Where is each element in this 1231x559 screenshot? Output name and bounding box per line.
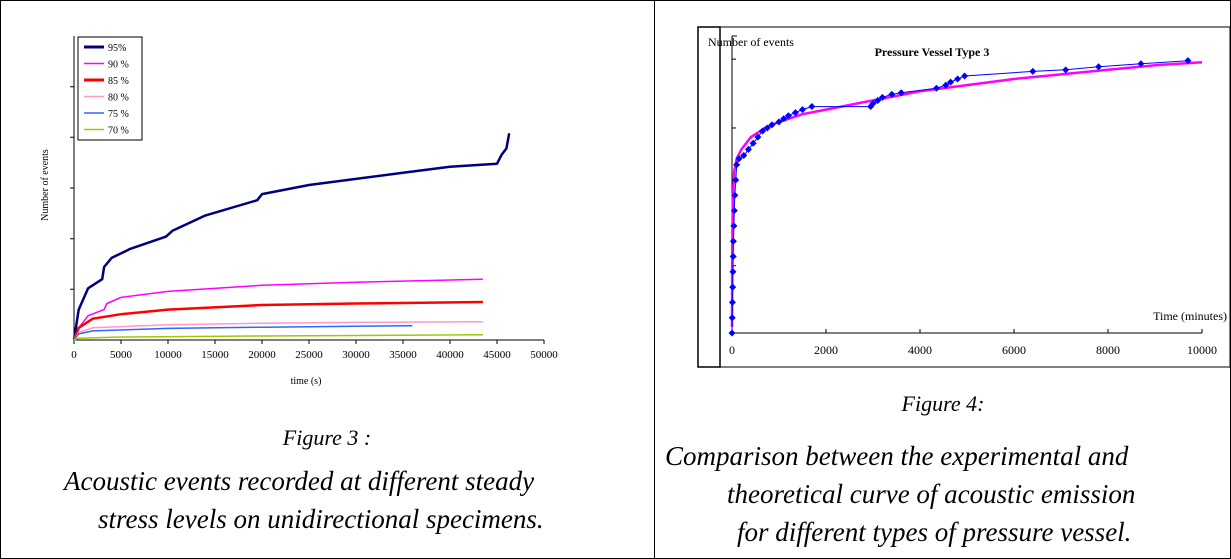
figure-4-chart: Number of events Pressure Vessel Type 3 … [697, 26, 1231, 368]
data-point [729, 283, 737, 291]
legend-label: 70 % [108, 126, 129, 137]
data-point [961, 72, 969, 80]
data-point [1062, 66, 1070, 74]
x-tick-label: 5000 [110, 349, 133, 361]
legend-label: 80 % [108, 93, 129, 104]
x-tick-label: 40000 [436, 349, 464, 361]
data-point [740, 152, 748, 160]
chart-left-bar [697, 26, 721, 368]
data-point [780, 115, 788, 123]
series-line [72, 133, 511, 341]
x-tick-label: 15000 [201, 349, 229, 361]
x-tick-label: 2000 [814, 343, 838, 357]
caption-line: for different types of pressure vessel. [737, 517, 1132, 547]
figure-3-caption: Acoustic events recorded at different st… [64, 462, 544, 538]
data-point [735, 155, 743, 163]
data-point [869, 100, 877, 107]
caption-line: Acoustic events recorded at different st… [64, 466, 535, 496]
legend-label: 75 % [108, 109, 129, 120]
data-point [791, 109, 799, 117]
data-point [784, 112, 792, 120]
x-tick-label: 8000 [1096, 343, 1120, 357]
x-tick-label: 25000 [295, 349, 323, 361]
panel-divider [654, 0, 655, 559]
data-point [1184, 57, 1192, 65]
chart-x-label: Time (minutes) [1153, 309, 1227, 323]
x-tick-label: 4000 [908, 343, 932, 357]
data-point [754, 133, 762, 141]
caption-line: theoretical curve of acoustic emission [727, 479, 1136, 509]
x-tick-label: 10000 [1187, 343, 1217, 357]
chart-y-label: Number of events [40, 149, 51, 221]
x-tick-label: 45000 [483, 349, 511, 361]
x-tick-label: 0 [71, 349, 77, 361]
chart-title: Pressure Vessel Type 3 [875, 45, 990, 59]
data-point [947, 78, 955, 86]
data-point [759, 127, 767, 135]
data-point [731, 191, 739, 199]
data-point [763, 124, 771, 132]
x-tick-label: 20000 [248, 349, 276, 361]
caption-line: stress levels on unidirectional specimen… [98, 504, 544, 534]
data-point [888, 90, 896, 98]
data-point [867, 103, 875, 111]
series-line [73, 321, 483, 341]
legend-label: 85 % [108, 76, 129, 87]
series-line [730, 60, 1203, 327]
series-line [73, 278, 483, 341]
data-point [878, 93, 886, 101]
data-point [728, 329, 736, 337]
data-point [1137, 60, 1145, 68]
data-point [799, 106, 806, 114]
data-point [729, 268, 737, 276]
data-point [1095, 63, 1103, 71]
data-point [775, 118, 783, 126]
series-line [72, 300, 483, 341]
data-point [730, 222, 738, 230]
data-point [733, 161, 741, 169]
data-point [732, 176, 740, 184]
chart-legend [77, 36, 143, 141]
legend-label: 95% [108, 43, 126, 54]
series-line [73, 324, 413, 341]
data-point [874, 96, 882, 104]
data-point [730, 207, 738, 215]
figure-3-panel: Number of events time (s) 0 5000 10000 1500… [40, 36, 558, 538]
series-line [731, 60, 1188, 334]
data-point [768, 121, 776, 129]
figure-4-panel: Number of events Pressure Vessel Type 3 … [655, 0, 1231, 559]
data-point [942, 81, 950, 89]
data-point [954, 75, 962, 83]
x-tick-label: 30000 [342, 349, 370, 361]
data-point [1029, 67, 1037, 75]
data-point [808, 103, 816, 111]
figure-4-caption: Comparison between the experimental and … [655, 437, 1231, 551]
figure-4-label: Figure 4: [901, 391, 985, 416]
figure-3-label: Figure 3 : [282, 425, 372, 450]
data-point [932, 84, 940, 92]
chart-y-label: Number of events [708, 35, 794, 49]
data-point [728, 314, 736, 322]
chart-x-label: time (s) [291, 376, 322, 387]
data-point [729, 253, 737, 260]
series-line [73, 334, 483, 341]
x-tick-label: 6000 [1002, 343, 1026, 357]
x-tick-label: 50000 [530, 349, 558, 361]
caption-line: Comparison between the experimental and [665, 441, 1129, 471]
figure-3-chart: Number of events time (s) 0 5000 10000 1500… [40, 36, 558, 387]
data-point [749, 139, 757, 147]
data-point [728, 298, 736, 306]
data-point [729, 237, 737, 245]
x-tick-label: 10000 [154, 349, 182, 361]
legend-label: 90 % [108, 60, 129, 71]
x-tick-label: 0 [729, 343, 735, 357]
data-point [897, 89, 905, 97]
x-tick-label: 35000 [389, 349, 417, 361]
data-point [744, 145, 752, 153]
